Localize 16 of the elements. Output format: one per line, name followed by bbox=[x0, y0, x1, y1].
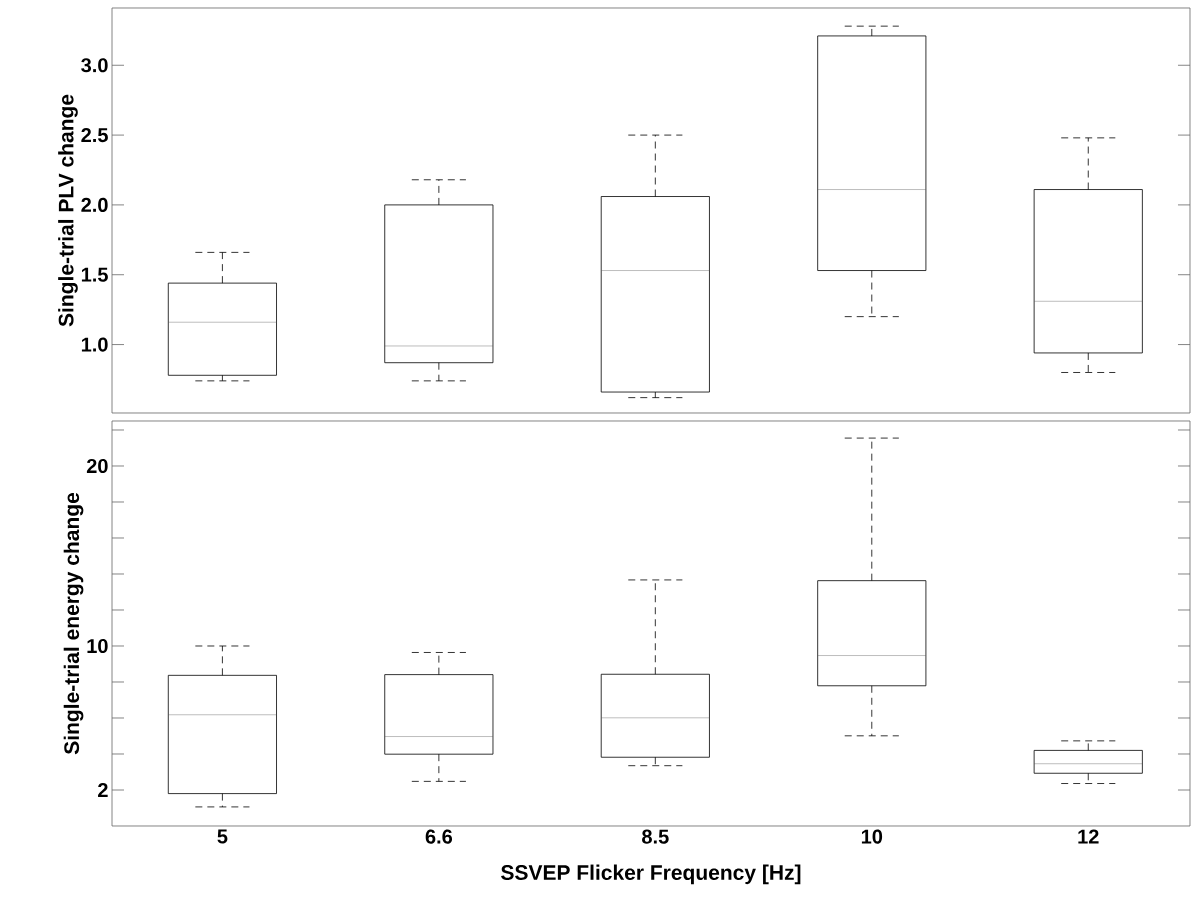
x-tick-label: 5 bbox=[217, 829, 228, 844]
y-tick-label: 2.5 bbox=[81, 128, 108, 143]
y-axis-title: Single-trial PLV change bbox=[58, 94, 78, 327]
y-tick-label: 10 bbox=[87, 638, 108, 654]
x-tick-label: 10 bbox=[861, 829, 883, 844]
x-tick-label: 8.5 bbox=[642, 829, 669, 844]
y-tick-label: 1.5 bbox=[81, 267, 108, 282]
y-axis-title: Single-trial energy change bbox=[63, 492, 84, 755]
y-tick-label: 1.0 bbox=[81, 337, 108, 352]
y-tick-label: 2.0 bbox=[81, 197, 108, 212]
y-tick-label: 2 bbox=[98, 783, 108, 797]
y-tick-label: 3.0 bbox=[81, 58, 108, 73]
y-tick-label: 20 bbox=[86, 458, 108, 474]
x-axis-title: SSVEP Flicker Frequency [Hz] bbox=[501, 864, 801, 885]
x-tick-label: 12 bbox=[1078, 829, 1099, 844]
x-tick-label: 6.6 bbox=[425, 829, 453, 844]
